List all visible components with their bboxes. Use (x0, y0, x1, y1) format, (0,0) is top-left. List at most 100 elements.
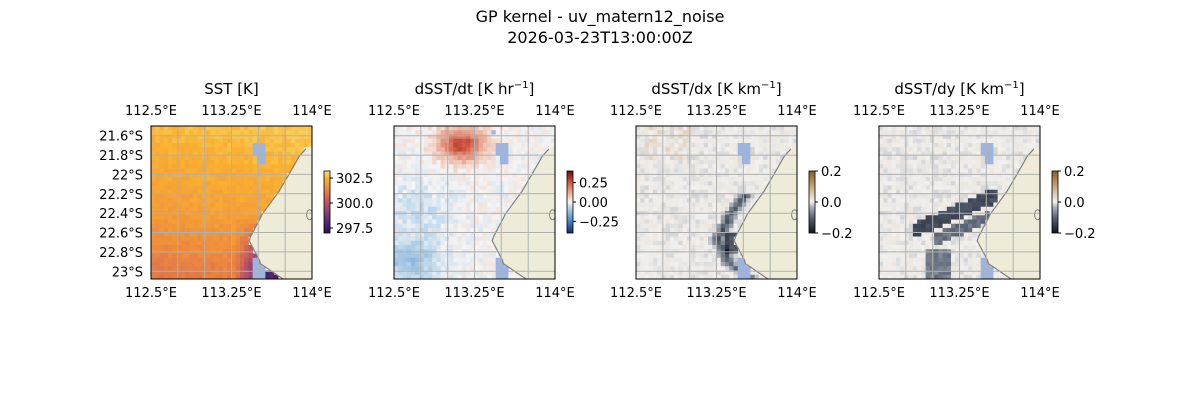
heatmap-cell (299, 126, 304, 131)
heatmap-cell (248, 274, 254, 279)
heatmap-cell (478, 185, 484, 191)
heatmap-cell (758, 185, 764, 191)
heatmap-cell (482, 143, 488, 148)
heatmap-cell (453, 189, 458, 195)
heatmap-cell (980, 177, 986, 182)
heatmap-cell (176, 219, 182, 225)
heatmap-cell (921, 198, 927, 203)
heatmap-cell (449, 134, 454, 140)
heatmap-cell (972, 236, 977, 242)
heatmap-cell (461, 206, 467, 212)
heatmap-cell (525, 155, 530, 161)
heatmap-cell (644, 126, 650, 131)
heatmap-cell (912, 151, 918, 157)
heatmap-cell (652, 168, 658, 174)
heatmap-cell (754, 147, 760, 152)
heatmap-cell (716, 130, 722, 135)
heatmap-cell (440, 206, 446, 212)
heatmap-cell (925, 134, 931, 140)
heatmap-cell (669, 168, 675, 174)
heatmap-cell (487, 232, 492, 237)
heatmap-cell (708, 126, 713, 131)
heatmap-cell (457, 232, 463, 237)
heatmap-cell (252, 194, 258, 199)
heatmap-cell (423, 245, 429, 250)
heatmap-cell (967, 155, 973, 161)
heatmap-cell (269, 126, 275, 131)
heatmap-cell (453, 198, 458, 203)
heatmap-cell (163, 147, 169, 152)
heatmap-cell (206, 270, 211, 276)
heatmap-cell (197, 168, 203, 174)
heatmap-cell (436, 253, 442, 259)
heatmap-cell (792, 134, 797, 140)
heatmap-cell (682, 198, 688, 203)
heatmap-cell (780, 155, 785, 161)
heatmap-cell (402, 181, 408, 186)
heatmap-cell (636, 223, 641, 229)
heatmap-cell (938, 189, 943, 195)
heatmap-cell (159, 257, 165, 263)
heatmap-cell (180, 257, 186, 263)
heatmap-cell (189, 138, 194, 144)
heatmap-cell (235, 266, 241, 271)
heatmap-cell (879, 266, 884, 271)
heatmap-cell (691, 155, 696, 161)
heatmap-cell (657, 138, 662, 144)
heatmap-cell (151, 160, 156, 165)
heatmap-cell (487, 151, 492, 157)
heatmap-cell (682, 253, 688, 259)
heatmap-cell (917, 194, 922, 199)
heatmap-cell (189, 228, 194, 233)
heatmap-cell (167, 274, 173, 279)
gridlines (879, 126, 1040, 279)
x-tick-label-top: 113.25°E (686, 104, 746, 119)
heatmap-cell (235, 206, 241, 212)
heatmap-cell (729, 155, 734, 161)
heatmap-cell (733, 228, 739, 233)
heatmap-cell (917, 206, 922, 212)
heatmap-cell (648, 253, 654, 259)
heatmap-cell (444, 194, 450, 199)
heatmap-cell (724, 134, 730, 140)
heatmap-cell (155, 164, 160, 169)
heatmap-cell (470, 151, 475, 157)
heatmap-cell (648, 164, 654, 169)
heatmap-cell (155, 206, 160, 212)
heatmap-cell (184, 160, 190, 165)
heatmap-cell (682, 177, 688, 182)
heatmap-cell (691, 168, 696, 174)
heatmap-cell (775, 160, 781, 165)
heatmap-cell (525, 134, 530, 140)
heatmap-cell (444, 274, 450, 279)
heatmap-cell (767, 151, 772, 157)
heatmap-cell (716, 147, 722, 152)
heatmap-cell (252, 168, 258, 174)
heatmap-cell (699, 232, 705, 237)
heatmap-cell (151, 189, 156, 195)
heatmap-cell (665, 172, 671, 178)
heatmap-cell (449, 236, 454, 242)
heatmap-cell (487, 181, 492, 186)
heatmap-cell (273, 126, 279, 131)
heatmap-cell (214, 274, 220, 279)
heatmap-cell (669, 138, 675, 144)
heatmap-cell (423, 194, 429, 199)
heatmap-cell (955, 189, 960, 195)
heatmap-cell (474, 160, 480, 165)
heatmap-cell (444, 270, 450, 276)
heatmap-cell (942, 177, 948, 182)
heatmap-cell (984, 202, 990, 208)
heatmap-cell (491, 185, 497, 191)
heatmap-cell (206, 215, 211, 220)
heatmap-cell (550, 134, 555, 140)
heatmap-cell (908, 257, 914, 263)
heatmap-cell (652, 160, 658, 165)
heatmap-cell (415, 223, 420, 229)
heatmap-cell (172, 130, 177, 135)
heatmap-cell (678, 172, 684, 178)
heatmap-cell (410, 270, 416, 276)
heatmap-cell (934, 181, 939, 186)
heatmap-cell (883, 189, 888, 195)
heatmap-cell (155, 266, 160, 271)
